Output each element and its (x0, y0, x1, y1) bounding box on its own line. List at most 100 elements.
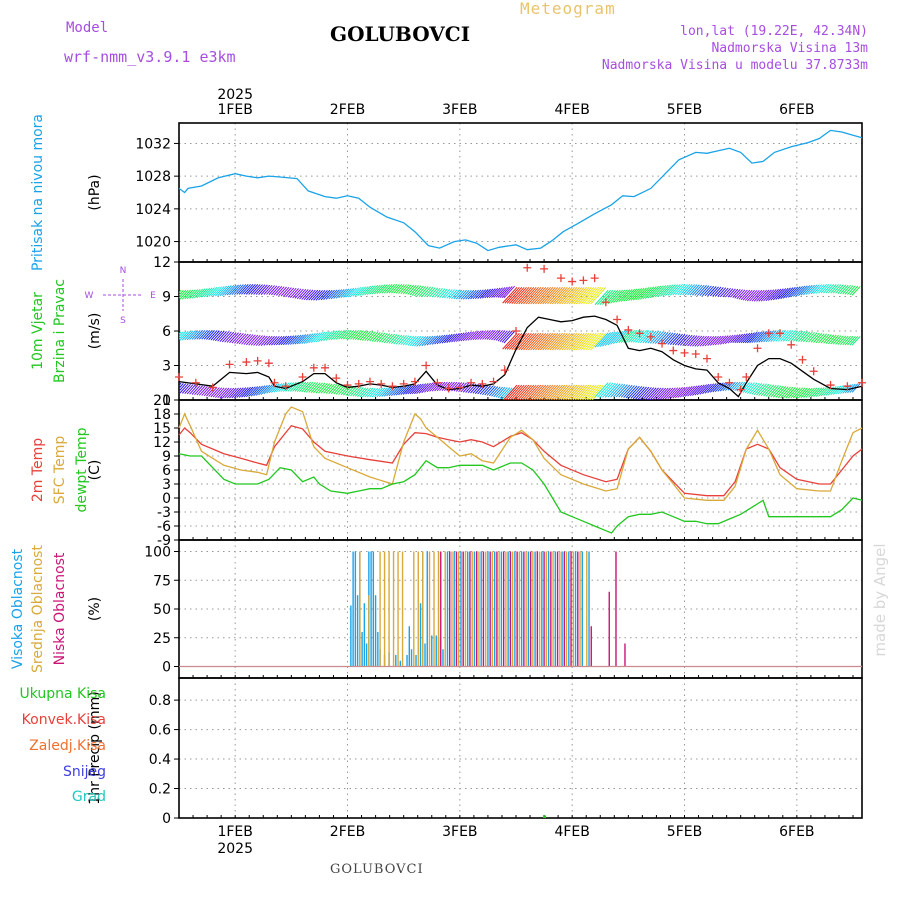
wind-barb (495, 330, 506, 341)
time-label-bottom: 2FEB (330, 824, 365, 840)
wind-barb (179, 383, 184, 389)
wind-barb (664, 387, 676, 400)
time-label-bottom: 1FEB (217, 824, 252, 840)
wind-barb (647, 387, 659, 400)
wind-barb (696, 384, 707, 396)
wind-barb (649, 331, 662, 344)
wind-side-label: 10m Vjetar (30, 292, 46, 370)
wind-barb (810, 332, 820, 343)
wind-barb (798, 387, 808, 399)
wind-barb (390, 283, 400, 294)
wind-barb (657, 387, 669, 400)
wind-barb (742, 382, 753, 393)
gust-marker (343, 381, 352, 390)
time-label-top: 6FEB (779, 102, 814, 118)
wind-barb (775, 386, 787, 398)
gust-marker (787, 340, 796, 349)
wind-barb (243, 334, 254, 345)
wind-barb (704, 383, 715, 394)
gust-marker (512, 327, 521, 335)
wind-barb (555, 384, 571, 400)
wind-barb (549, 332, 566, 351)
y-tick-label: 75 (153, 573, 171, 589)
wind-barb (366, 387, 376, 398)
y-tick-label: 1020 (135, 235, 171, 251)
wind-barb (556, 332, 573, 351)
wind-barb (359, 330, 369, 341)
wind-barb (613, 330, 626, 345)
wind-barb (785, 330, 796, 342)
wind-barb (243, 283, 254, 295)
wind-barb (201, 386, 211, 396)
wind-barb (482, 385, 491, 396)
wind-barb (569, 384, 585, 400)
wind-barb (378, 387, 388, 397)
wind-barb (553, 384, 568, 400)
wind-barb (727, 334, 736, 344)
wind-barb (502, 286, 518, 304)
wind-barb (347, 386, 357, 397)
wind-barb (687, 335, 698, 347)
wind-barb (350, 287, 359, 297)
wind-barb (285, 287, 295, 298)
precip-ylabel: 1hr Precip (mm) (87, 691, 103, 804)
wind-barb (649, 387, 662, 400)
pressure-side-label: Pritisak na nivou mora (30, 114, 46, 271)
wind-barb (287, 381, 297, 392)
wind-barb (395, 385, 405, 396)
wind-barb (301, 333, 311, 345)
wind-barb (516, 332, 532, 351)
compass-w: W (85, 291, 94, 301)
wind-barb (431, 335, 441, 345)
gust-marker (714, 373, 723, 381)
station-elevation: Nadmorska Visina 13m (711, 41, 868, 56)
wind-barb (436, 334, 446, 345)
wind-barb (642, 286, 655, 300)
wind-barb (749, 331, 760, 344)
wind-barb (184, 289, 194, 300)
wind-barb (398, 335, 407, 345)
wind-barb (285, 335, 295, 346)
compass-e: E (150, 291, 156, 301)
time-label-top: 2FEB (330, 102, 365, 118)
wind-barb (613, 289, 626, 304)
gust-marker (500, 366, 509, 375)
gust-marker (253, 356, 262, 365)
wind-barb (263, 284, 273, 295)
wind-barb (618, 289, 631, 303)
wind-barb (210, 330, 220, 341)
wind-barb (571, 286, 587, 305)
wind-barb (439, 381, 448, 392)
wind-barb (325, 330, 335, 341)
wind-barb (296, 334, 307, 345)
wind-barb (524, 384, 539, 400)
wind-barb (181, 330, 191, 341)
y-tick-label: -6 (157, 519, 171, 535)
wind-barb (421, 286, 431, 297)
wind-barb (236, 387, 247, 398)
wind-barb (299, 333, 309, 345)
wind-barb (402, 284, 412, 295)
wind-barb (694, 284, 705, 296)
wind-barb (203, 386, 213, 397)
gust-marker (281, 382, 290, 391)
wind-barb (203, 330, 213, 340)
wind-barb (620, 289, 633, 302)
wind-barb (364, 331, 374, 341)
wind-barb (707, 383, 717, 394)
y-tick-label: 0 (162, 393, 171, 409)
precip-legend-item: Konvek.Kisa (22, 712, 106, 728)
wind-barb (409, 335, 419, 347)
wind-barb (847, 285, 856, 295)
wind-barb (637, 330, 650, 343)
wind-barb (746, 331, 758, 344)
wind-barb (258, 384, 268, 396)
wind-compass: N E W S (85, 266, 157, 326)
wind-barb (260, 384, 271, 395)
wind-barb (248, 386, 259, 397)
footer-station: GOLUBOVCI (330, 862, 424, 877)
wind-barb (273, 383, 283, 393)
wind-barb (482, 330, 491, 340)
wind-barb (844, 285, 854, 295)
wind-barb (296, 381, 307, 392)
